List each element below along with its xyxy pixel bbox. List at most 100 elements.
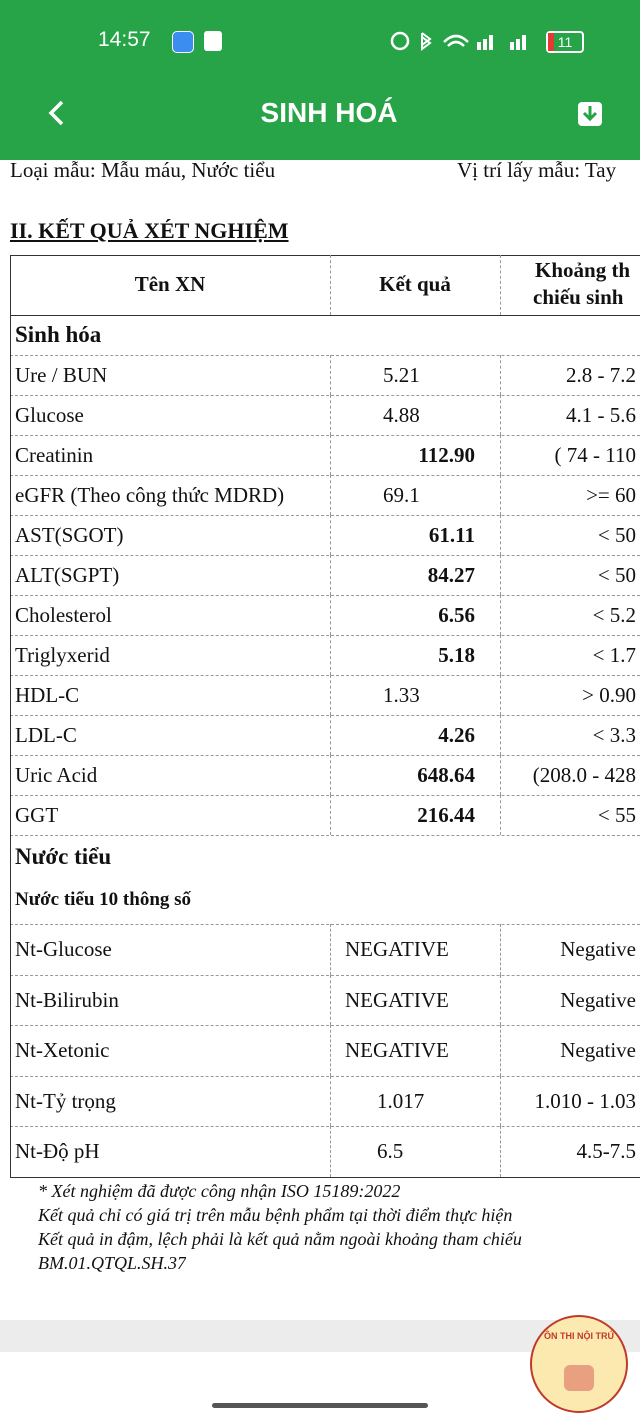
test-name: Creatinin: [15, 443, 94, 467]
sample-location: Vị trí lấy mẫu: Tay: [457, 160, 617, 182]
column-line: [500, 395, 501, 435]
row-line: [10, 635, 640, 636]
reference-range: < 5.2: [592, 603, 636, 627]
test-name: Nt-Tỷ trọng: [15, 1088, 116, 1113]
test-name: Nt-Độ pH: [15, 1139, 100, 1164]
row-line: [10, 974, 640, 976]
row-line: [10, 435, 640, 436]
column-line: [500, 1025, 501, 1076]
row-line: [10, 835, 640, 836]
app-bar: SINH HOÁ: [0, 80, 640, 160]
column-line: [500, 555, 501, 595]
group-title: Nước tiểu: [15, 844, 112, 869]
page-title: SINH HOÁ: [260, 97, 398, 128]
column-line: [330, 435, 331, 475]
column-line: [330, 355, 331, 395]
test-result: 216.44: [417, 803, 475, 827]
row-line: [10, 755, 640, 756]
header-cell: chiếu sinh: [533, 285, 624, 309]
row-line: [10, 715, 640, 716]
app-icon: [204, 31, 222, 51]
home-indicator: [212, 1403, 428, 1408]
reference-range: < 50: [597, 563, 636, 587]
test-name: Nt-Bilirubin: [15, 987, 119, 1012]
column-line: [500, 1075, 501, 1126]
footnote: Kết quả in đậm, lệch phải là kết quả nằm…: [38, 1228, 522, 1249]
section-title: II. KẾT QUẢ XÉT NGHIỆM: [10, 218, 289, 243]
table-border: [10, 255, 11, 1177]
column-line: [330, 555, 331, 595]
test-result: 4.88: [383, 403, 420, 427]
reference-range: 2.8 - 7.2: [566, 363, 636, 387]
column-line: [330, 795, 331, 835]
row-line: [10, 595, 640, 596]
footnote: * Xét nghiệm đã được công nhận ISO 15189…: [38, 1180, 401, 1201]
column-line: [500, 355, 501, 395]
column-line: [500, 795, 501, 835]
column-line: [330, 595, 331, 635]
column-line: [330, 515, 331, 555]
battery-level: [548, 33, 554, 51]
table-border: [10, 315, 640, 316]
test-result: 5.18: [438, 643, 475, 667]
footnote: BM.01.QTQL.SH.37: [38, 1252, 187, 1273]
test-result: 84.27: [427, 563, 475, 587]
test-name: Cholesterol: [15, 603, 112, 627]
column-line: [500, 475, 501, 515]
download-button[interactable]: [576, 98, 606, 128]
subgroup-title: Nước tiểu 10 thông số: [15, 889, 192, 910]
column-line: [500, 435, 501, 475]
row-line: [10, 675, 640, 676]
test-result: 5.21: [383, 363, 420, 387]
test-name: HDL-C: [15, 683, 80, 707]
column-line: [330, 255, 331, 315]
test-result: NEGATIVE: [345, 1038, 449, 1063]
row-line: [10, 1075, 640, 1077]
battery: 11: [546, 31, 584, 53]
status-icons: [390, 31, 526, 51]
column-line: [500, 255, 501, 315]
reference-range: Negative: [560, 1038, 636, 1063]
test-result: 112.90: [418, 443, 475, 467]
test-name: GGT: [15, 803, 59, 827]
test-name: Nt-Xetonic: [15, 1038, 110, 1063]
reference-range: < 50: [597, 523, 636, 547]
column-line: [500, 974, 501, 1025]
table-border: [10, 255, 640, 256]
reference-range: < 3.3: [592, 723, 636, 747]
row-line: [10, 1025, 640, 1026]
column-line: [500, 595, 501, 635]
reference-range: 4.5-7.5: [576, 1139, 637, 1164]
row-line: [10, 795, 640, 796]
row-line: [10, 515, 640, 516]
test-result: 1.33: [383, 683, 420, 707]
logo: ÔN THI NỘI TRÚ: [530, 1315, 628, 1413]
time: 14:57: [98, 28, 151, 51]
column-line: [330, 675, 331, 715]
row-line: [10, 1126, 640, 1127]
back-button[interactable]: [42, 98, 72, 128]
test-name: eGFR (Theo công thức MDRD): [15, 483, 285, 507]
logo-image: [564, 1365, 594, 1391]
column-line: [330, 475, 331, 515]
test-name: ALT(SGPT): [15, 563, 120, 587]
test-result: 4.26: [438, 723, 475, 747]
app-icon: [172, 31, 194, 53]
test-name: Nt-Glucose: [15, 937, 112, 962]
column-line: [500, 635, 501, 675]
reference-range: ( 74 - 110: [554, 443, 636, 467]
reference-range: 4.1 - 5.6: [566, 403, 636, 427]
reference-range: Negative: [560, 937, 636, 962]
reference-range: 1.010 - 1.03: [534, 1088, 637, 1113]
column-line: [330, 395, 331, 435]
reference-range: >= 60: [586, 483, 636, 507]
group-title: Sinh hóa: [15, 322, 102, 347]
row-line: [10, 924, 640, 925]
footnote: Kết quả chỉ có giá trị trên mẫu bệnh phẩ…: [38, 1204, 513, 1225]
table-border: [10, 1176, 640, 1178]
test-name: Glucose: [15, 403, 84, 427]
column-line: [500, 1126, 501, 1177]
column-line: [500, 755, 501, 795]
status-bar: 14:57 11: [0, 0, 640, 80]
